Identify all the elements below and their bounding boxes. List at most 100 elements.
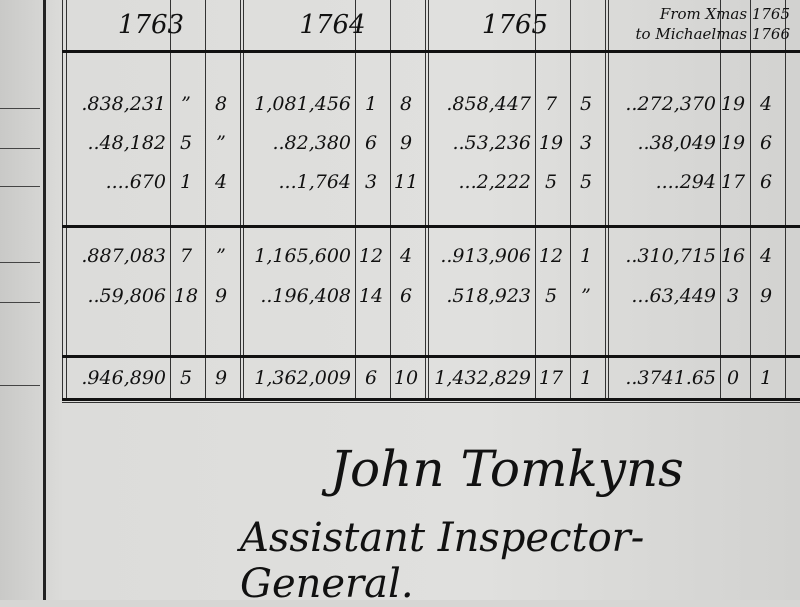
period-line-2: to Michaelmas 1766	[635, 25, 790, 43]
margin-tick	[0, 262, 40, 263]
table-cell: 9	[214, 285, 228, 307]
total-cell: 1	[759, 367, 773, 389]
margin-tick	[0, 302, 40, 303]
table-cell: 19	[538, 132, 564, 154]
table-cell: 7	[179, 245, 193, 267]
margin-tick	[0, 186, 40, 187]
total-cell: 0	[726, 367, 740, 389]
row-rule	[62, 225, 800, 228]
table-cell: 5	[544, 285, 558, 307]
table-cell: 6	[399, 285, 413, 307]
year-header-1765: 1765	[481, 10, 549, 40]
column-rule	[535, 0, 536, 400]
table-cell: .887,083	[81, 245, 166, 267]
column-rule	[240, 0, 241, 400]
table-cell: 16	[720, 245, 746, 267]
table-cell: ..53,236	[452, 132, 531, 154]
total-cell: 9	[214, 367, 228, 389]
signature-name: John Tomkyns	[330, 440, 684, 498]
column-rule	[66, 0, 67, 400]
table-cell: ”	[216, 245, 226, 267]
table-cell: 1	[179, 171, 193, 193]
table-cell: 19	[720, 93, 746, 115]
table-cell: 1,165,600	[254, 245, 351, 267]
table-cell: 5	[579, 171, 593, 193]
column-rule	[605, 0, 606, 400]
table-cell: 7	[544, 93, 558, 115]
table-cell: 5	[579, 93, 593, 115]
row-rule	[62, 355, 800, 358]
table-cell: 3	[579, 132, 593, 154]
table-cell: 9	[759, 285, 773, 307]
column-rule	[243, 0, 244, 400]
table-cell: 8	[214, 93, 228, 115]
margin-tick	[0, 148, 40, 149]
table-cell: ....670	[105, 171, 166, 193]
table-cell: ”	[581, 285, 591, 307]
column-rule	[785, 0, 786, 400]
table-cell: 3	[726, 285, 740, 307]
year-header-1764: 1764	[299, 10, 366, 40]
table-cell: ”	[181, 93, 191, 115]
table-cell: ..59,806	[87, 285, 166, 307]
table-cell: 14	[358, 285, 384, 307]
table-cell: 6	[759, 171, 773, 193]
margin-rule	[43, 0, 46, 600]
table-cell: ...63,449	[631, 285, 716, 307]
table-cell: .838,231	[81, 93, 166, 115]
table-cell: 6	[759, 132, 773, 154]
period-line-1: From Xmas 1765	[659, 5, 790, 23]
table-cell: ..82,380	[272, 132, 351, 154]
table-cell: ..48,182	[87, 132, 166, 154]
table-cell: ..310,715	[625, 245, 716, 267]
column-rule	[570, 0, 571, 400]
table-cell: 18	[173, 285, 199, 307]
column-rule	[720, 0, 721, 400]
total-cell: 6	[364, 367, 378, 389]
column-rule	[170, 0, 171, 400]
table-cell: ..913,906	[440, 245, 531, 267]
table-cell: ..196,408	[260, 285, 351, 307]
signature-title: Assistant Inspector-General.	[240, 515, 645, 607]
table-cell: .518,923	[446, 285, 531, 307]
table-cell: 19	[720, 132, 746, 154]
row-rule	[62, 50, 800, 53]
table-cell: 8	[399, 93, 413, 115]
total-cell: 17	[538, 367, 564, 389]
table-cell: 4	[214, 171, 228, 193]
table-cell: 11	[393, 171, 419, 193]
table-cell: 12	[358, 245, 384, 267]
column-rule	[62, 0, 63, 400]
table-cell: 4	[759, 245, 773, 267]
total-cell: 5	[179, 367, 193, 389]
total-cell: ..3741.65	[625, 367, 716, 389]
column-rule	[428, 0, 429, 400]
row-rule	[62, 398, 800, 401]
column-rule	[425, 0, 426, 400]
table-cell: ”	[216, 132, 226, 154]
table-cell: 5	[179, 132, 193, 154]
margin-tick	[0, 385, 40, 386]
table-cell: ...2,222	[458, 171, 531, 193]
column-rule	[750, 0, 751, 400]
table-cell: .858,447	[446, 93, 531, 115]
row-rule	[62, 402, 800, 403]
total-cell: 10	[393, 367, 419, 389]
total-cell: .946,890	[81, 367, 166, 389]
column-rule	[355, 0, 356, 400]
total-cell: 1	[579, 367, 593, 389]
total-cell: 1,432,829	[434, 367, 531, 389]
table-cell: 17	[720, 171, 746, 193]
table-cell: 4	[399, 245, 413, 267]
year-header-1763: 1763	[117, 10, 185, 40]
table-cell: ..38,049	[637, 132, 716, 154]
table-cell: ...1,764	[278, 171, 351, 193]
column-rule	[608, 0, 609, 400]
table-cell: ..272,370	[625, 93, 716, 115]
table-cell: 9	[399, 132, 413, 154]
margin-tick	[0, 108, 40, 109]
column-rule	[390, 0, 391, 400]
table-cell: 5	[544, 171, 558, 193]
column-rule	[205, 0, 206, 400]
period-header: From Xmas 1765 to Michaelmas 1766	[610, 4, 790, 44]
